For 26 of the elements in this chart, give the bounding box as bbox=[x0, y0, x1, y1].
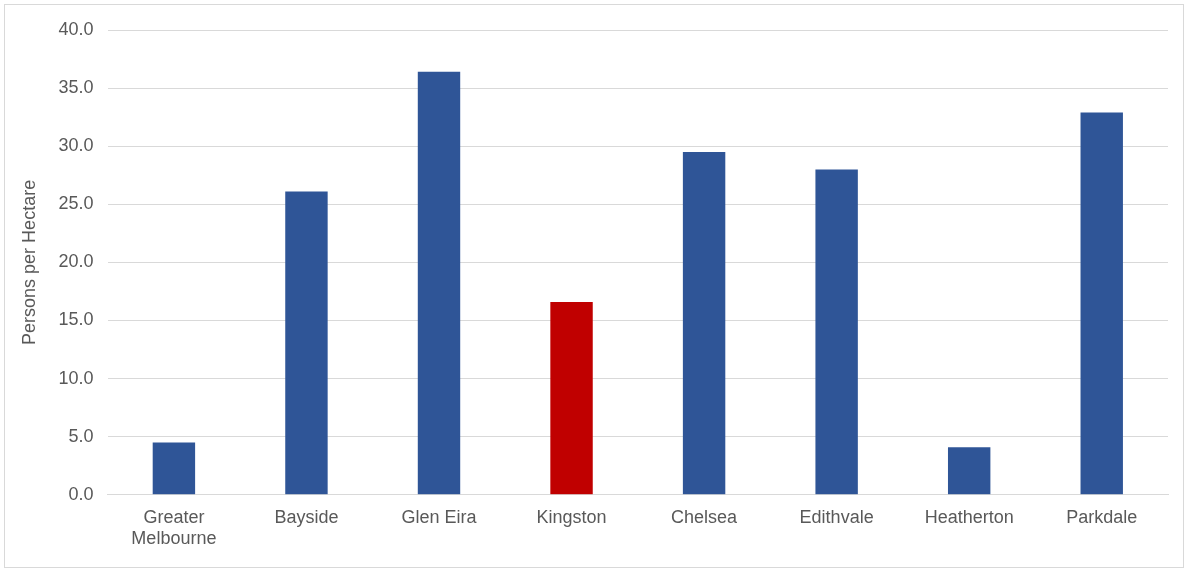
y-tick-label: 25.0 bbox=[58, 193, 94, 214]
x-tick-label: Bayside bbox=[274, 506, 339, 527]
y-tick-label: 15.0 bbox=[58, 309, 94, 330]
bar bbox=[815, 169, 858, 495]
y-tick-label: 0.0 bbox=[68, 483, 94, 504]
bar bbox=[417, 71, 461, 495]
bar bbox=[285, 191, 328, 495]
x-tick-label: Glen Eira bbox=[401, 506, 478, 527]
bar bbox=[152, 442, 196, 495]
x-tick-label: Greater Melbourne bbox=[131, 506, 217, 549]
x-tick-label: Edithvale bbox=[799, 506, 874, 527]
bar bbox=[682, 152, 726, 495]
bar bbox=[550, 301, 593, 495]
y-tick-label: 10.0 bbox=[58, 367, 94, 388]
x-tick-label: Heatherton bbox=[924, 506, 1014, 527]
y-axis-title: Persons per Hectare bbox=[18, 179, 39, 345]
y-tick-label: 5.0 bbox=[68, 425, 94, 446]
y-tick-label: 35.0 bbox=[58, 77, 94, 98]
bar bbox=[947, 447, 991, 495]
x-tick-label: Chelsea bbox=[671, 506, 739, 527]
y-tick-label: 20.0 bbox=[58, 251, 94, 272]
x-tick-label: Kingston bbox=[536, 506, 607, 527]
y-tick-label: 40.0 bbox=[58, 18, 94, 39]
y-tick-label: 30.0 bbox=[58, 135, 94, 156]
x-tick-label: Parkdale bbox=[1066, 506, 1138, 527]
bar bbox=[1080, 112, 1123, 495]
